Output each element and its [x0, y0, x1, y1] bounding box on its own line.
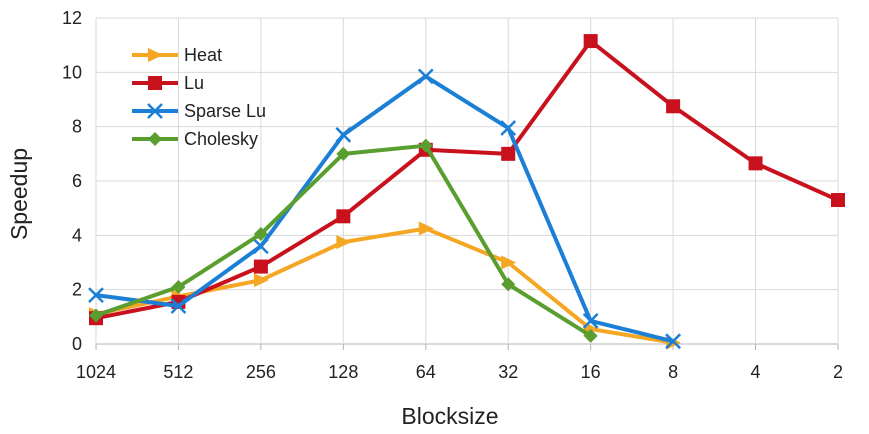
series-line-lu	[94, 39, 840, 321]
x-tick-label: 32	[498, 362, 518, 382]
legend-label: Heat	[184, 45, 222, 65]
data-point-sparse-lu	[500, 120, 517, 136]
data-point-lu	[748, 156, 763, 171]
x-axis-title: Blocksize	[401, 403, 498, 429]
data-point-cholesky	[583, 328, 598, 343]
x-tick-label: 128	[328, 362, 358, 382]
data-point-heat	[336, 235, 352, 250]
data-point-sparse-lu	[170, 298, 187, 314]
legend-marker	[147, 103, 163, 119]
data-point-sparse-lu	[88, 287, 104, 303]
legend-label: Lu	[184, 73, 204, 93]
data-point-lu	[253, 259, 268, 274]
data-point-lu	[831, 193, 845, 208]
x-tick-label: 256	[246, 362, 276, 382]
data-point-heat	[501, 255, 517, 270]
data-point-cholesky	[171, 279, 186, 294]
data-point-cholesky	[253, 226, 268, 241]
data-point-sparse-lu	[253, 238, 269, 255]
x-tick-label: 2	[833, 362, 843, 382]
data-point-sparse-lu	[665, 333, 681, 350]
x-tick-label: 4	[751, 362, 761, 382]
legend-item-cholesky: Cholesky	[132, 129, 258, 149]
series-sparse-lu	[88, 68, 681, 350]
y-tick-label: 2	[72, 280, 82, 300]
data-point-heat	[418, 221, 434, 236]
data-point-cholesky	[89, 308, 103, 323]
legend-item-lu: Lu	[132, 73, 204, 93]
legend-marker	[148, 132, 162, 146]
legend: Heat Lu Sparse Lu Cholesky	[132, 45, 266, 149]
legend-label: Sparse Lu	[184, 101, 266, 121]
axes: 0 2 4 6 8 10 12 1024 512 256 128 64 32 16 8 4 2	[62, 8, 843, 382]
y-tick-label: 0	[72, 334, 82, 354]
data-point-cholesky	[336, 146, 351, 161]
x-tick-label: 8	[668, 362, 678, 382]
y-tick-label: 10	[62, 62, 82, 82]
gridlines	[95, 17, 839, 345]
x-tick-label: 64	[416, 362, 436, 382]
data-point-lu	[336, 209, 351, 224]
data-point-sparse-lu	[582, 313, 599, 329]
data-point-cholesky	[418, 138, 433, 153]
data-point-lu	[583, 34, 598, 49]
data-point-lu	[666, 99, 681, 114]
x-tick-label: 1024	[76, 362, 116, 382]
y-tick-label: 12	[62, 8, 82, 28]
legend-marker	[148, 48, 163, 62]
legend-item-heat: Heat	[132, 45, 222, 65]
data-point-heat	[253, 273, 269, 288]
data-point-sparse-lu	[335, 126, 352, 143]
legend-item-sparse-lu: Sparse Lu	[132, 101, 266, 121]
series-line-sparse-lu	[94, 74, 676, 344]
data-point-sparse-lu	[417, 68, 434, 85]
y-tick-label: 4	[72, 225, 82, 245]
data-point-lu	[501, 146, 516, 161]
legend-marker	[148, 76, 162, 90]
series-cholesky	[89, 138, 598, 343]
series-lines	[88, 34, 845, 350]
y-tick-label: 6	[72, 171, 82, 191]
legend-label: Cholesky	[184, 129, 258, 149]
y-axis-title: Speedup	[6, 148, 32, 240]
y-tick-label: 8	[72, 117, 82, 137]
data-point-cholesky	[501, 277, 516, 292]
x-tick-label: 16	[581, 362, 601, 382]
x-tick-label: 512	[163, 362, 193, 382]
